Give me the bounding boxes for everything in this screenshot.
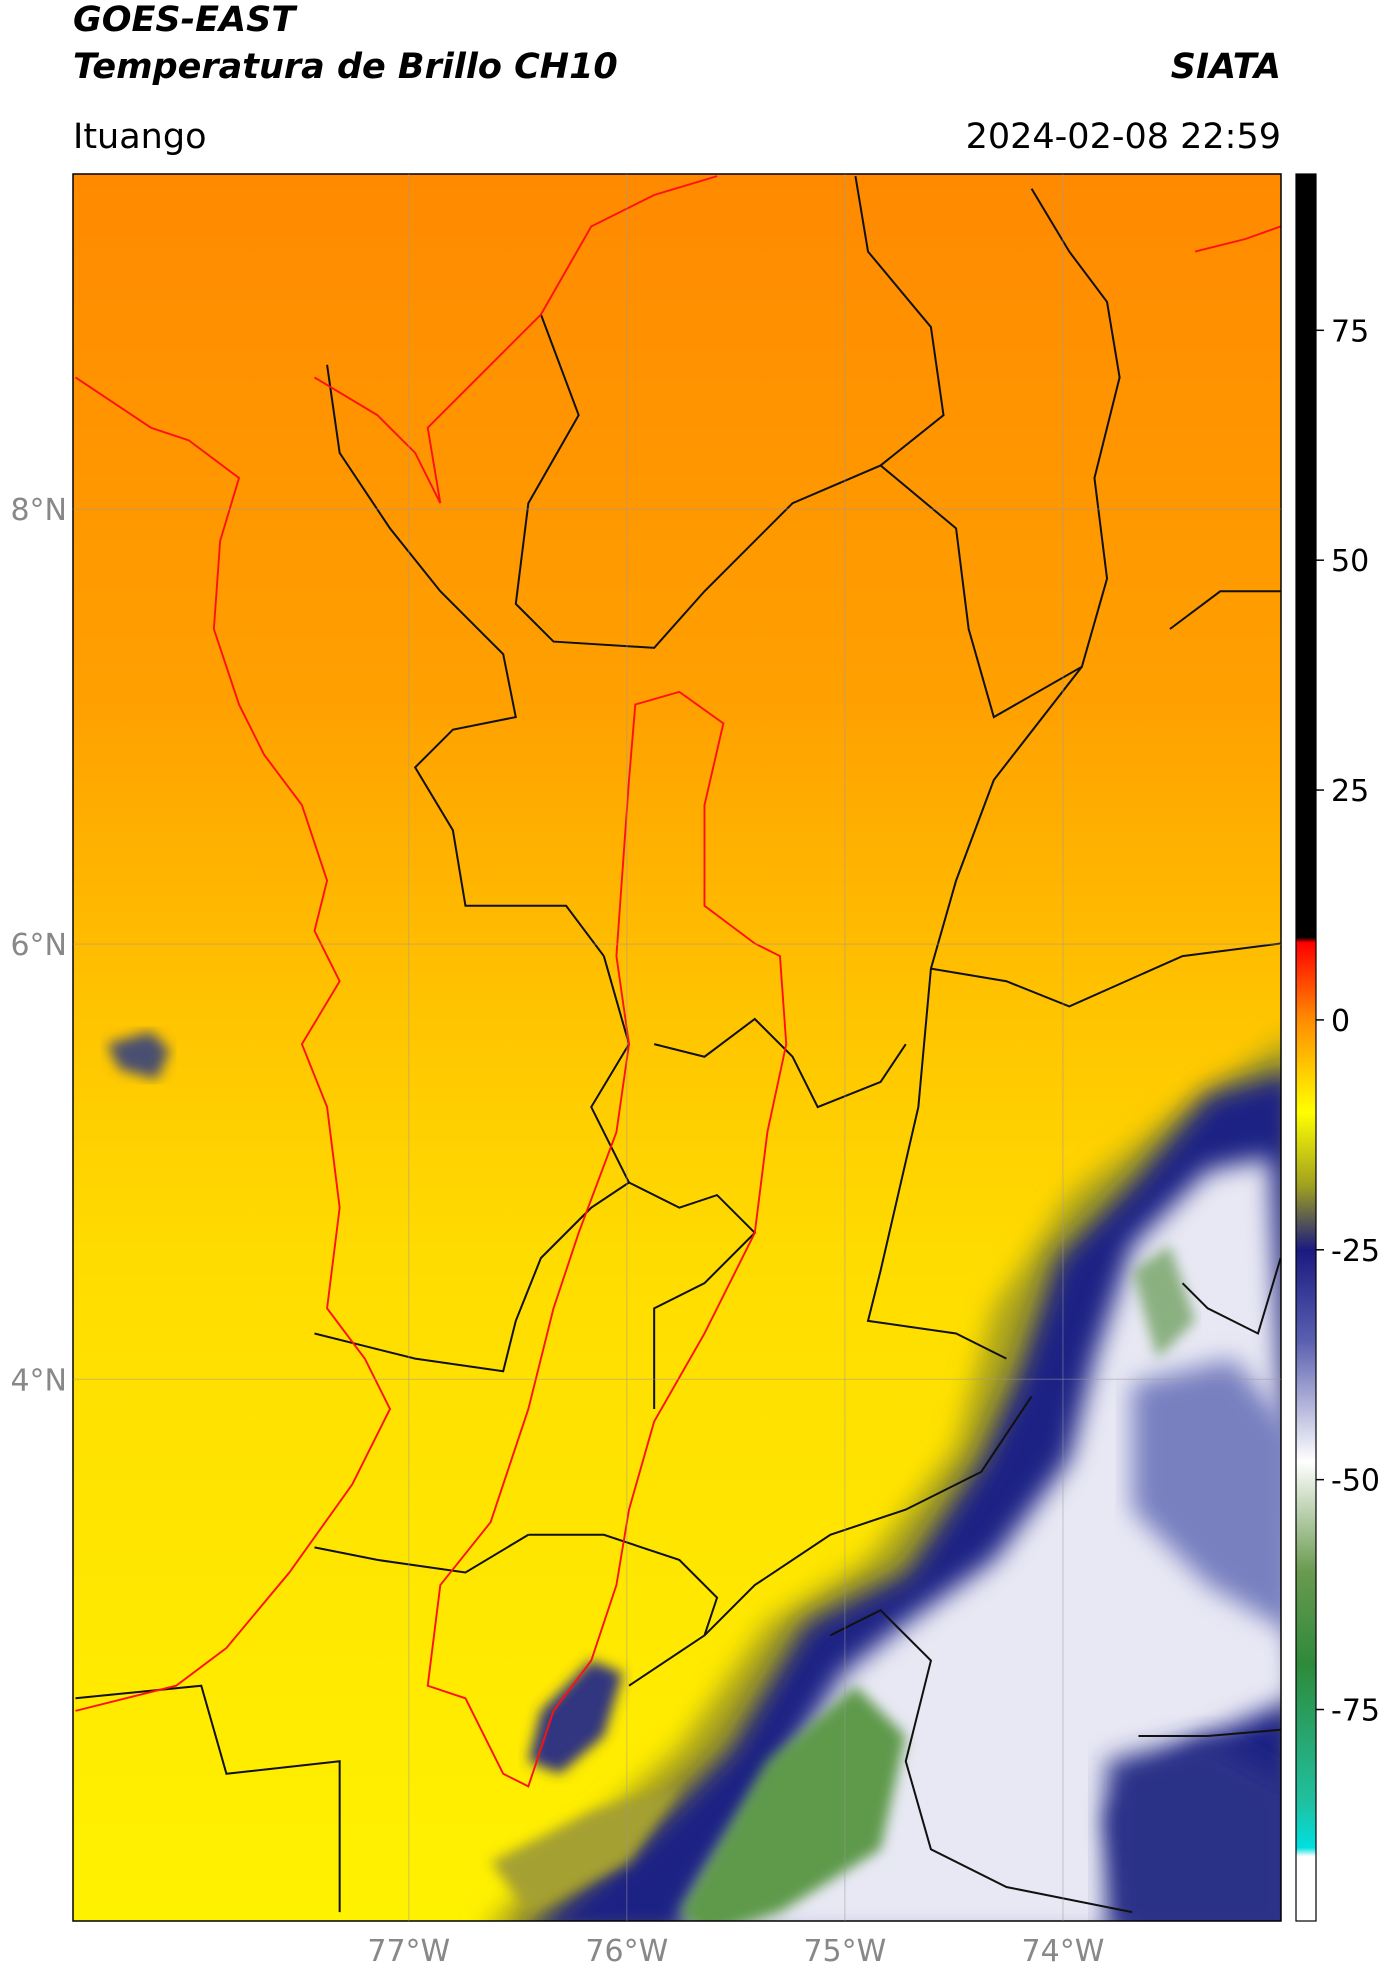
map xyxy=(73,174,1281,1921)
y-tick-label: 4°N xyxy=(10,1363,67,1398)
x-tick-label: 76°W xyxy=(585,1934,668,1969)
colorbar-tick-label: 25 xyxy=(1331,774,1369,809)
source: SIATA xyxy=(1171,47,1281,87)
colorbar-tick-label: -50 xyxy=(1331,1464,1380,1499)
colorbar-tick-label: 75 xyxy=(1331,314,1369,349)
clouds xyxy=(74,175,1281,1921)
colorbar-tick-label: 50 xyxy=(1331,544,1369,579)
x-tick-label: 77°W xyxy=(367,1934,450,1969)
colorbar xyxy=(1295,173,1317,1922)
subtitle: Temperatura de Brillo CH10 xyxy=(73,47,618,87)
y-tick-label: 8°N xyxy=(10,493,67,528)
x-tick-label: 75°W xyxy=(803,1934,886,1969)
colorbar-tick-label: -25 xyxy=(1331,1234,1380,1269)
y-tick-label: 6°N xyxy=(10,928,67,963)
title: GOES-EAST xyxy=(73,0,298,40)
colorbar-tick-label: -75 xyxy=(1331,1694,1380,1729)
datetime: 2024-02-08 22:59 xyxy=(966,117,1281,157)
colorbar-tick-label: 0 xyxy=(1331,1004,1350,1039)
x-tick-label: 74°W xyxy=(1022,1934,1105,1969)
map-frame xyxy=(72,173,1282,1922)
location: Ituango xyxy=(73,117,207,157)
